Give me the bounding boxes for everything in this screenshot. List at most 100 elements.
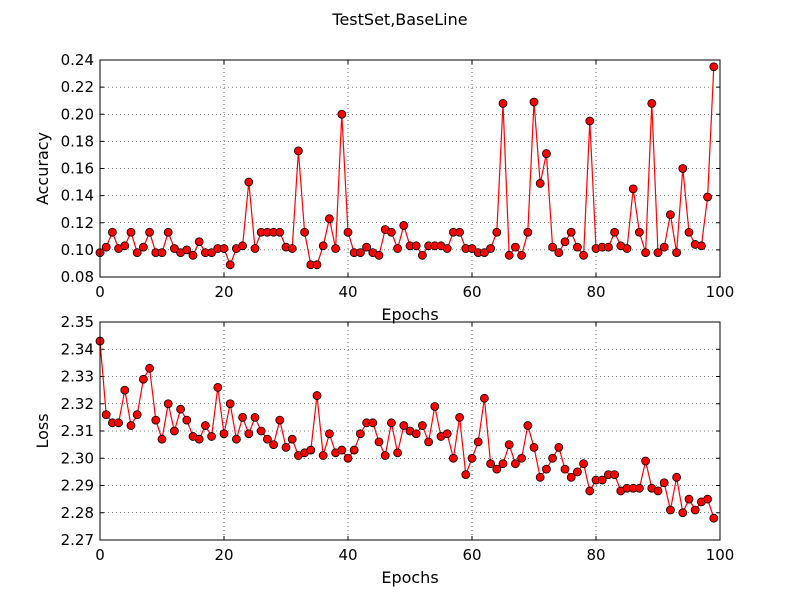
loss-data-point (455, 412, 465, 422)
accuracy-data-point (331, 244, 341, 253)
accuracy-data-point (275, 227, 285, 237)
loss-data-point (200, 421, 210, 430)
accuracy-data-point (312, 260, 322, 270)
accuracy-data-point (399, 221, 409, 230)
accuracy-series-line (99, 66, 715, 267)
loss-data-point (176, 404, 186, 414)
accuracy-data-point (479, 248, 489, 257)
accuracy-data-point (579, 250, 588, 260)
loss-data-point (424, 437, 434, 447)
loss-x-tick-label: 60 (462, 546, 481, 564)
accuracy-y-tick-label: 0.12 (61, 214, 94, 232)
loss-axes-frame (99, 321, 721, 541)
accuracy-y-tick-label: 0.20 (61, 105, 94, 123)
loss-data-point (597, 475, 607, 485)
loss-x-tick-label: 40 (338, 546, 357, 564)
accuracy-data-point (393, 244, 403, 253)
loss-data-point (114, 418, 123, 428)
loss-y-tick-label: 2.31 (61, 422, 94, 440)
loss-data-point (219, 429, 229, 439)
accuracy-data-point (535, 179, 545, 188)
loss-data-point (101, 410, 111, 420)
loss-data-point (399, 421, 409, 430)
loss-data-point (641, 456, 650, 466)
loss-data-point (256, 426, 266, 436)
accuracy-data-point (169, 244, 179, 253)
accuracy-data-point (486, 244, 496, 253)
accuracy-chart: 0 20 40 60 80 100 0.08 0.10 0.12 0.14 0.16 0.18 0.20… (33, 51, 734, 324)
accuracy-data-point (455, 227, 465, 237)
loss-data-point (318, 451, 328, 460)
accuracy-data-point (684, 227, 694, 237)
accuracy-y-tick-label: 0.10 (61, 241, 94, 259)
accuracy-data-point (318, 241, 328, 251)
loss-data-point (157, 434, 167, 444)
accuracy-tick-labels: 0 20 40 60 80 100 0.08 0.10 0.12 0.14 0.16 0.18 0.20… (61, 51, 735, 301)
accuracy-data-point (511, 242, 520, 252)
accuracy-data-point (442, 244, 452, 253)
loss-data-point (355, 429, 365, 439)
accuracy-data-point (250, 244, 260, 253)
loss-data-point (653, 486, 663, 496)
loss-data-point (417, 421, 427, 430)
loss-data-point (560, 464, 570, 474)
accuracy-y-tick-label: 0.16 (61, 160, 94, 178)
loss-data-point (511, 459, 520, 469)
accuracy-data-point (101, 242, 111, 252)
loss-data-point (548, 453, 557, 463)
accuracy-data-point (287, 244, 297, 253)
accuracy-data-point (300, 227, 310, 237)
loss-data-point (126, 421, 136, 430)
loss-data-point (498, 459, 508, 469)
accuracy-data-point (697, 241, 706, 251)
accuracy-axes-frame (99, 59, 721, 278)
loss-data-point (535, 472, 545, 482)
accuracy-data-point (324, 214, 334, 224)
accuracy-y-tick-label: 0.18 (61, 132, 94, 150)
loss-data-point (287, 434, 297, 444)
accuracy-data-point (355, 248, 365, 257)
accuracy-data-point (628, 184, 638, 194)
accuracy-data-point (138, 242, 148, 252)
loss-data-point (672, 472, 681, 482)
loss-data-point (448, 453, 458, 463)
loss-data-point (281, 442, 291, 452)
accuracy-data-point (641, 248, 650, 257)
loss-data-point (306, 445, 316, 455)
loss-data-point (145, 363, 155, 373)
accuracy-data-point (622, 244, 632, 253)
loss-data-point (380, 451, 390, 460)
accuracy-y-axis-label: Accuracy (33, 132, 52, 205)
loss-data-point (461, 470, 471, 480)
loss-data-point (442, 429, 452, 439)
loss-data-point (393, 448, 403, 458)
accuracy-data-point (182, 245, 192, 255)
accuracy-data-point (709, 62, 719, 72)
accuracy-data-point (672, 248, 681, 257)
loss-data-point (709, 513, 719, 523)
accuracy-data-point (157, 248, 167, 257)
loss-data-point (666, 505, 675, 515)
loss-y-tick-label: 2.35 (61, 313, 94, 331)
loss-data-point (610, 470, 619, 480)
accuracy-data-point (126, 227, 136, 237)
loss-data-point (529, 442, 539, 452)
loss-data-point (517, 453, 526, 463)
accuracy-data-point (244, 177, 254, 187)
accuracy-x-tick-label: 100 (706, 283, 735, 301)
accuracy-data-point (467, 244, 477, 253)
accuracy-data-point (207, 248, 217, 257)
accuracy-data-point (374, 250, 384, 260)
loss-data-point (479, 393, 489, 403)
accuracy-data-point (386, 227, 396, 237)
loss-data-point (262, 434, 272, 444)
accuracy-data-point (219, 244, 229, 253)
accuracy-x-tick-label: 80 (586, 283, 605, 301)
loss-chart: 0 20 40 60 80 100 2.27 2.28 2.29 2.30 2.31 2.32 2.33… (33, 313, 734, 587)
accuracy-data-point (417, 250, 427, 260)
loss-data-point (151, 415, 161, 425)
accuracy-data-point (529, 97, 539, 107)
accuracy-data-point (362, 242, 372, 252)
accuracy-data-point (120, 241, 130, 251)
loss-data-point (269, 440, 279, 450)
